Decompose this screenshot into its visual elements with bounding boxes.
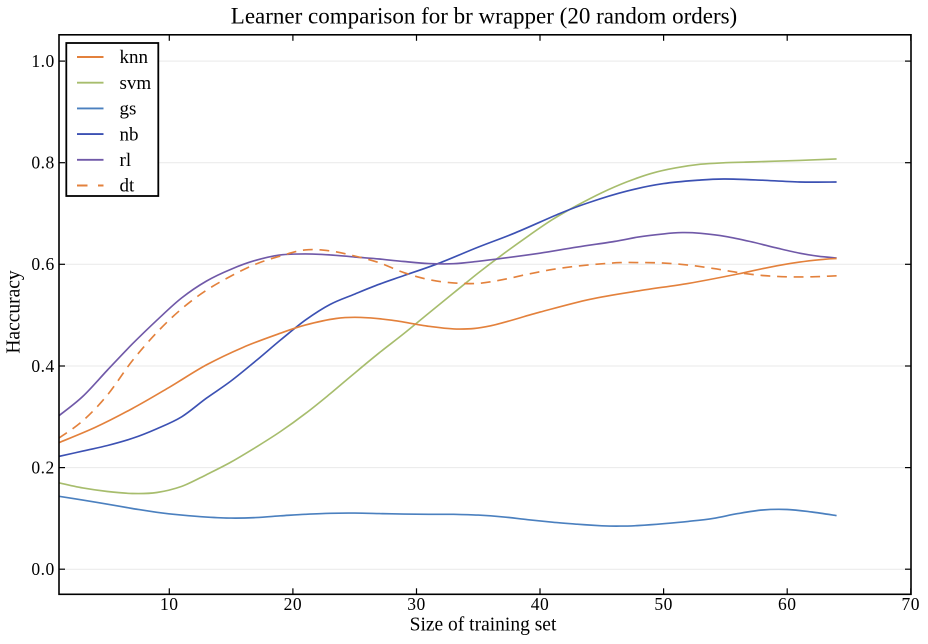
svg-text:40: 40: [531, 594, 550, 614]
svg-text:rl: rl: [120, 150, 132, 171]
svg-text:gs: gs: [120, 99, 137, 120]
svg-text:Learner comparison for br wrap: Learner comparison for br wrapper (20 ra…: [231, 4, 737, 29]
svg-text:0.8: 0.8: [31, 153, 54, 173]
svg-text:20: 20: [284, 594, 303, 614]
svg-text:0.2: 0.2: [31, 457, 54, 477]
svg-text:30: 30: [407, 594, 426, 614]
svg-text:1.0: 1.0: [31, 51, 54, 71]
svg-text:Size of training set: Size of training set: [410, 615, 557, 636]
svg-text:knn: knn: [120, 47, 149, 68]
svg-text:70: 70: [902, 594, 921, 614]
svg-text:0.0: 0.0: [31, 559, 54, 579]
svg-text:50: 50: [654, 594, 673, 614]
svg-text:svm: svm: [120, 73, 152, 94]
svg-text:dt: dt: [120, 176, 136, 197]
svg-text:60: 60: [778, 594, 797, 614]
svg-text:10: 10: [160, 594, 179, 614]
svg-text:Haccuracy: Haccuracy: [4, 270, 25, 354]
svg-text:0.4: 0.4: [31, 356, 54, 376]
svg-text:0.6: 0.6: [31, 254, 54, 274]
svg-text:nb: nb: [120, 124, 139, 145]
